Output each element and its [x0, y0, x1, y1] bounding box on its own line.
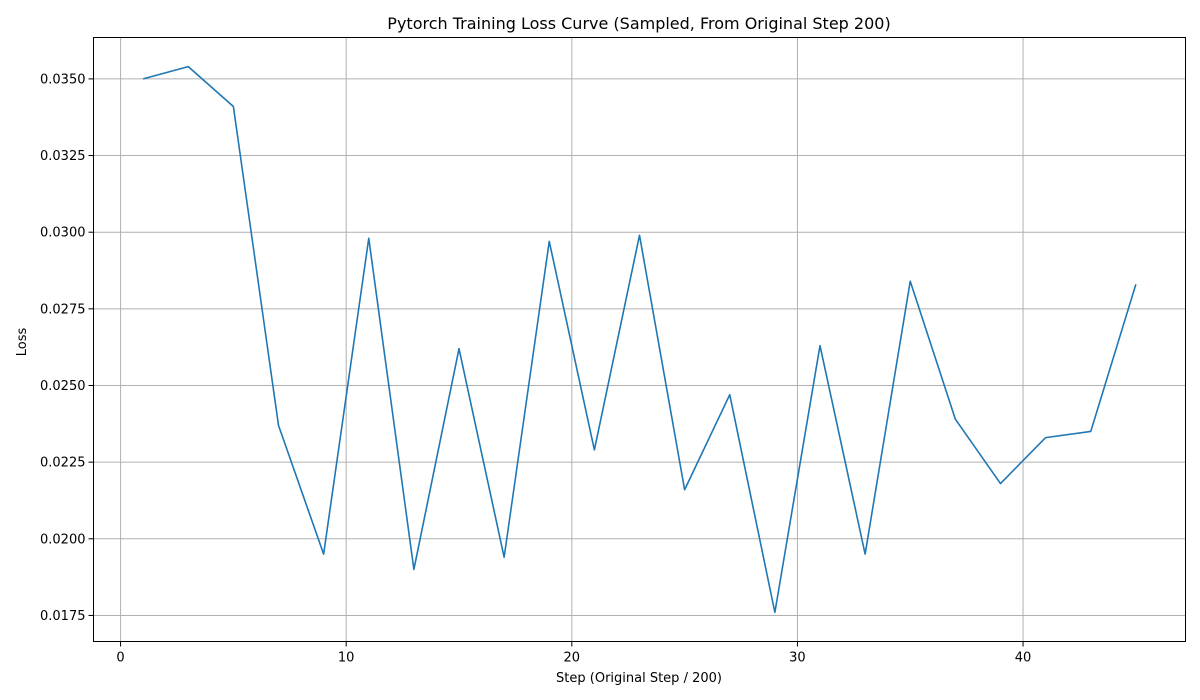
series-layer — [142, 65, 1137, 614]
x-axis: 0 10 20 30 40 — [116, 641, 1032, 666]
y-axis: 0.0175 0.0200 0.0225 0.0250 0.0275 0.0300 0.03… — [40, 72, 94, 624]
loss-series-line — [142, 65, 1137, 614]
x-tick-label: 40 — [1015, 651, 1032, 666]
y-tick-label: 0.0300 — [40, 226, 86, 241]
y-tick-label: 0.0275 — [40, 302, 86, 317]
y-tick-label: 0.0175 — [40, 609, 86, 624]
grid — [93, 37, 1186, 642]
y-tick-label: 0.0225 — [40, 456, 86, 471]
x-tick-label: 30 — [789, 651, 806, 666]
plot-frame — [93, 37, 1186, 642]
x-tick-label: 20 — [564, 651, 581, 666]
x-axis-label: Step (Original Step / 200) — [556, 671, 722, 686]
y-tick-label: 0.0250 — [40, 379, 86, 394]
x-tick-label: 0 — [116, 651, 124, 666]
y-tick-label: 0.0350 — [40, 72, 86, 87]
y-tick-label: 0.0325 — [40, 149, 86, 164]
chart-title: Pytorch Training Loss Curve (Sampled, Fr… — [387, 14, 890, 33]
y-tick-label: 0.0200 — [40, 532, 86, 547]
y-axis-label: Loss — [15, 328, 30, 357]
x-tick-label: 10 — [338, 651, 355, 666]
